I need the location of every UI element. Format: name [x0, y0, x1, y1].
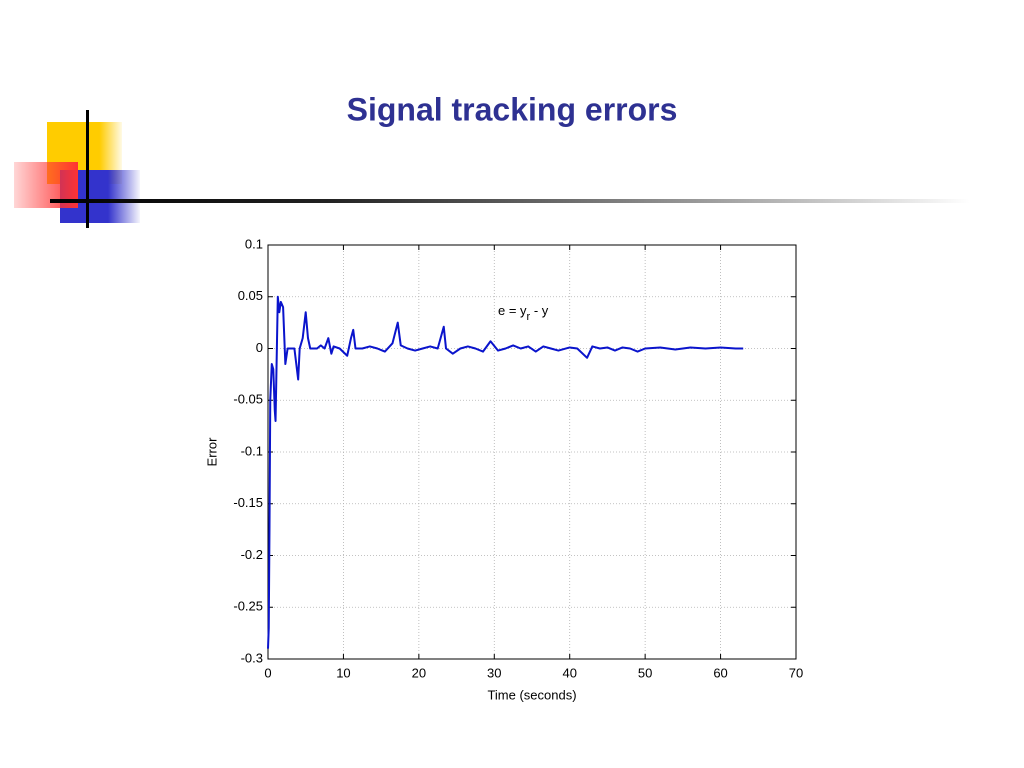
- annotation-part: - y: [530, 303, 549, 318]
- y-tick-label: -0.15: [233, 495, 263, 510]
- x-tick-label: 0: [264, 665, 271, 680]
- y-tick-label: -0.05: [233, 392, 263, 407]
- annotation-part: e = y: [498, 303, 527, 318]
- x-tick-label: 70: [789, 665, 803, 680]
- x-axis-label: Time (seconds): [487, 687, 576, 702]
- deco-hline: [50, 199, 970, 203]
- x-tick-label: 60: [713, 665, 727, 680]
- x-tick-label: 40: [562, 665, 576, 680]
- slide-title: Signal tracking errors: [347, 91, 678, 127]
- annotation: e = yr - y: [498, 303, 549, 322]
- y-axis-label: Error: [204, 437, 219, 467]
- y-tick-label: -0.2: [241, 547, 263, 562]
- x-tick-label: 50: [638, 665, 652, 680]
- y-tick-label: 0.1: [245, 236, 263, 251]
- error-line: [267, 295, 744, 649]
- deco-vline: [86, 110, 89, 228]
- y-tick-label: 0: [256, 340, 263, 355]
- y-tick-label: 0.05: [238, 288, 263, 303]
- x-tick-label: 10: [336, 665, 350, 680]
- y-tick-label: -0.25: [233, 599, 263, 614]
- x-tick-label: 30: [487, 665, 501, 680]
- plot-frame: [267, 244, 797, 660]
- y-tick-label: -0.3: [241, 650, 263, 665]
- x-tick-label: 20: [412, 665, 426, 680]
- y-tick-label: -0.1: [241, 443, 263, 458]
- annotation-sub: r: [527, 311, 531, 323]
